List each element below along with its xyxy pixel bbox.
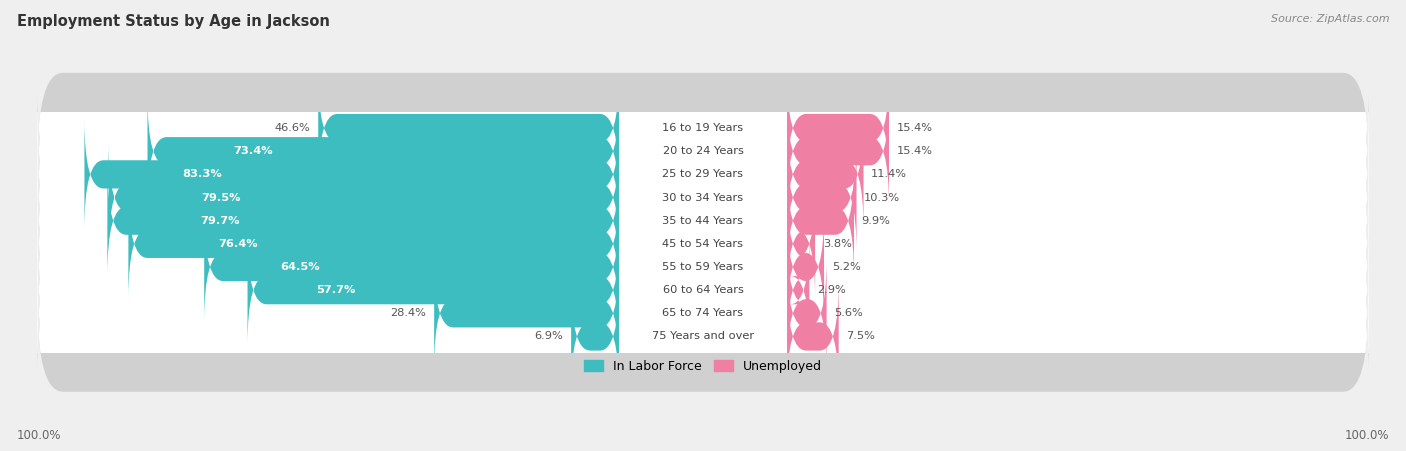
FancyBboxPatch shape xyxy=(128,189,619,299)
FancyBboxPatch shape xyxy=(204,212,619,322)
FancyBboxPatch shape xyxy=(38,96,1368,207)
Text: 55 to 59 Years: 55 to 59 Years xyxy=(662,262,744,272)
FancyBboxPatch shape xyxy=(38,258,1368,368)
FancyBboxPatch shape xyxy=(38,235,1368,345)
FancyBboxPatch shape xyxy=(38,73,1368,183)
Text: 6.9%: 6.9% xyxy=(534,331,564,341)
Text: 28.4%: 28.4% xyxy=(391,308,426,318)
Text: 25 to 29 Years: 25 to 29 Years xyxy=(662,170,744,179)
FancyBboxPatch shape xyxy=(38,188,1368,299)
FancyBboxPatch shape xyxy=(38,281,1368,391)
FancyBboxPatch shape xyxy=(38,142,1368,252)
Text: 64.5%: 64.5% xyxy=(280,262,319,272)
Text: 11.4%: 11.4% xyxy=(872,170,907,179)
FancyBboxPatch shape xyxy=(38,166,1368,276)
FancyBboxPatch shape xyxy=(787,189,815,299)
FancyBboxPatch shape xyxy=(38,212,1368,322)
FancyBboxPatch shape xyxy=(148,96,619,207)
FancyBboxPatch shape xyxy=(38,165,1368,276)
Text: 100.0%: 100.0% xyxy=(1344,429,1389,442)
FancyBboxPatch shape xyxy=(38,281,1368,391)
Text: 15.4%: 15.4% xyxy=(897,123,932,133)
Text: 30 to 34 Years: 30 to 34 Years xyxy=(662,193,744,202)
FancyBboxPatch shape xyxy=(107,166,619,276)
FancyBboxPatch shape xyxy=(247,235,619,345)
FancyBboxPatch shape xyxy=(787,166,853,276)
FancyBboxPatch shape xyxy=(787,73,889,184)
FancyBboxPatch shape xyxy=(108,142,619,253)
Text: 20 to 24 Years: 20 to 24 Years xyxy=(662,146,744,156)
Text: 10.3%: 10.3% xyxy=(865,193,900,202)
FancyBboxPatch shape xyxy=(787,119,863,230)
Text: 79.5%: 79.5% xyxy=(201,193,242,202)
Text: 100.0%: 100.0% xyxy=(17,429,62,442)
Text: 2.9%: 2.9% xyxy=(817,285,846,295)
Legend: In Labor Force, Unemployed: In Labor Force, Unemployed xyxy=(579,355,827,378)
Text: 79.7%: 79.7% xyxy=(201,216,240,226)
FancyBboxPatch shape xyxy=(38,235,1368,345)
FancyBboxPatch shape xyxy=(787,281,839,392)
FancyBboxPatch shape xyxy=(787,96,889,207)
FancyBboxPatch shape xyxy=(84,119,619,230)
Text: 60 to 64 Years: 60 to 64 Years xyxy=(662,285,744,295)
Text: 73.4%: 73.4% xyxy=(233,146,273,156)
Text: 45 to 54 Years: 45 to 54 Years xyxy=(662,239,744,249)
Text: 5.2%: 5.2% xyxy=(832,262,860,272)
FancyBboxPatch shape xyxy=(787,235,810,345)
Text: 83.3%: 83.3% xyxy=(181,170,222,179)
FancyBboxPatch shape xyxy=(787,212,824,322)
Text: 16 to 19 Years: 16 to 19 Years xyxy=(662,123,744,133)
Text: 65 to 74 Years: 65 to 74 Years xyxy=(662,308,744,318)
Text: 7.5%: 7.5% xyxy=(846,331,875,341)
Text: 3.8%: 3.8% xyxy=(823,239,852,249)
FancyBboxPatch shape xyxy=(787,142,856,253)
Text: 46.6%: 46.6% xyxy=(274,123,311,133)
FancyBboxPatch shape xyxy=(38,72,1368,183)
FancyBboxPatch shape xyxy=(38,96,1368,206)
Text: Source: ZipAtlas.com: Source: ZipAtlas.com xyxy=(1271,14,1389,23)
Text: Employment Status by Age in Jackson: Employment Status by Age in Jackson xyxy=(17,14,330,28)
FancyBboxPatch shape xyxy=(38,258,1368,368)
FancyBboxPatch shape xyxy=(318,73,619,184)
Text: 75 Years and over: 75 Years and over xyxy=(652,331,754,341)
FancyBboxPatch shape xyxy=(38,143,1368,253)
Text: 76.4%: 76.4% xyxy=(218,239,257,249)
Text: 15.4%: 15.4% xyxy=(897,146,932,156)
Text: 57.7%: 57.7% xyxy=(315,285,354,295)
Text: 9.9%: 9.9% xyxy=(862,216,890,226)
Text: 35 to 44 Years: 35 to 44 Years xyxy=(662,216,744,226)
Text: 5.6%: 5.6% xyxy=(834,308,863,318)
FancyBboxPatch shape xyxy=(434,258,619,368)
FancyBboxPatch shape xyxy=(38,189,1368,299)
FancyBboxPatch shape xyxy=(38,119,1368,230)
FancyBboxPatch shape xyxy=(571,281,619,392)
FancyBboxPatch shape xyxy=(38,212,1368,322)
FancyBboxPatch shape xyxy=(787,258,827,368)
FancyBboxPatch shape xyxy=(38,119,1368,229)
